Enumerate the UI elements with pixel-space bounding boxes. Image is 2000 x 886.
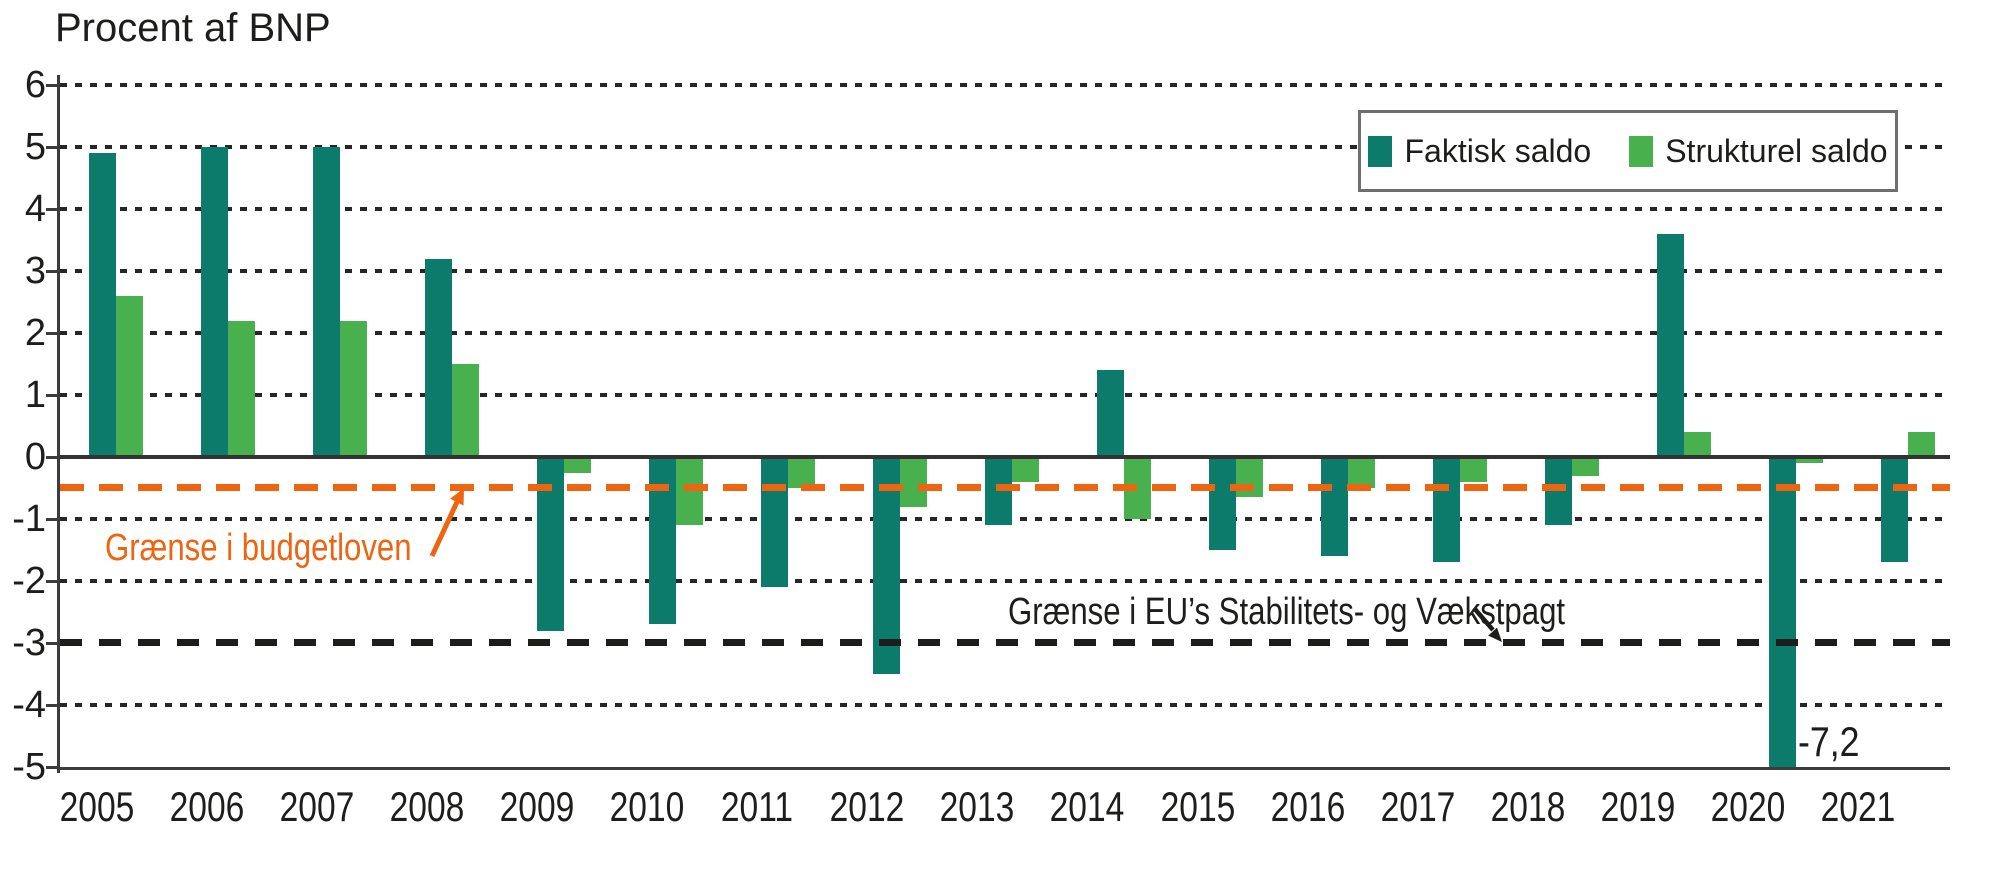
bar-2016-faktisk [1320, 457, 1348, 557]
x-tick-label-2016: 2016 [1270, 783, 1345, 830]
budget-limit-line [60, 484, 1950, 491]
plot-area [60, 75, 1950, 770]
x-tick-label-2007: 2007 [279, 783, 355, 830]
bar-2005-faktisk [88, 153, 116, 457]
bar-2006-faktisk [200, 147, 228, 457]
bar-2021-faktisk [1880, 457, 1908, 563]
y-tick-mark--4 [46, 703, 60, 707]
x-tick-label-2010: 2010 [609, 783, 685, 830]
bar-2011-faktisk [760, 457, 788, 588]
bar-2013-strukturel [1011, 457, 1039, 482]
y-tick-mark-1 [46, 393, 60, 397]
bar-2011-strukturel [787, 457, 815, 488]
y-tick-label--5: -5 [12, 746, 46, 788]
x-tick-label-2015: 2015 [1160, 783, 1235, 830]
zero-line [60, 455, 1950, 459]
x-tick-label-2014: 2014 [1050, 783, 1125, 830]
bar-2017-strukturel [1459, 457, 1487, 482]
bar-value-label-2020: -7,2 [1798, 718, 1860, 765]
x-tick-label-2008: 2008 [389, 783, 465, 830]
y-tick-label-3: 3 [24, 250, 46, 292]
y-tick-label-2: 2 [24, 312, 46, 354]
bar-2020-strukturel [1795, 457, 1823, 464]
y-tick-label--4: -4 [12, 684, 46, 726]
gridline-1 [60, 393, 1950, 397]
eu-limit-arrow-icon [1472, 606, 1502, 642]
gridline-3 [60, 269, 1950, 273]
gridline-6 [60, 83, 1950, 87]
legend-label-faktisk-saldo: Faktisk saldo [1404, 132, 1592, 169]
y-tick-label--3: -3 [12, 622, 46, 664]
gridline-2 [60, 331, 1950, 335]
budget-limit-arrow-icon [429, 488, 464, 558]
x-tick-label-2012: 2012 [829, 783, 905, 830]
y-tick-mark--5 [46, 765, 60, 769]
chart-title: Procent af BNP [55, 6, 331, 50]
x-tick-label-2017: 2017 [1380, 783, 1456, 830]
bar-2015-strukturel [1235, 457, 1263, 498]
y-tick-mark--3 [46, 641, 60, 645]
bar-2014-faktisk [1096, 370, 1124, 457]
y-axis-line [57, 75, 60, 773]
y-tick-label--1: -1 [12, 498, 46, 540]
bar-2021-strukturel [1907, 432, 1935, 457]
bar-2019-faktisk [1656, 233, 1684, 457]
x-axis-line [60, 767, 1950, 770]
y-tick-mark--2 [46, 579, 60, 583]
x-tick-label-2021: 2021 [1820, 783, 1896, 830]
y-tick-mark-2 [46, 331, 60, 335]
y-tick-label--2: -2 [12, 560, 46, 602]
legend: Faktisk saldo Strukturel saldo [1358, 110, 1898, 192]
bar-2010-faktisk [648, 457, 676, 625]
y-tick-mark--1 [46, 517, 60, 521]
bar-2019-strukturel [1683, 432, 1711, 457]
y-tick-mark-5 [46, 145, 60, 149]
y-tick-label-1: 1 [24, 374, 46, 416]
x-tick-label-2020: 2020 [1710, 783, 1786, 830]
gridline-4 [60, 207, 1950, 211]
y-tick-mark-0 [46, 455, 60, 459]
legend-swatch-faktisk-saldo [1368, 135, 1393, 167]
bar-2006-strukturel [227, 320, 255, 457]
bar-2005-strukturel [115, 295, 143, 457]
y-tick-mark-4 [46, 207, 60, 211]
x-tick-label-2019: 2019 [1600, 783, 1676, 830]
bar-2008-strukturel [451, 364, 479, 457]
y-tick-mark-3 [46, 269, 60, 273]
x-tick-label-2006: 2006 [169, 783, 244, 830]
bar-2016-strukturel [1347, 457, 1375, 488]
legend-swatch-strukturel-saldo [1629, 135, 1654, 167]
gridline--2 [60, 579, 1950, 583]
bar-2009-strukturel [563, 457, 591, 473]
eu-limit-line [60, 639, 1950, 646]
bar-2007-strukturel [339, 320, 367, 457]
bar-2020-faktisk [1768, 457, 1796, 770]
legend-label-strukturel-saldo: Strukturel saldo [1665, 132, 1888, 169]
gridline--4 [60, 703, 1950, 707]
bar-2015-faktisk [1208, 457, 1236, 550]
bar-2008-faktisk [424, 258, 452, 457]
y-tick-label-6: 6 [24, 64, 46, 106]
bar-2007-faktisk [312, 147, 340, 457]
bar-2010-strukturel [675, 457, 703, 526]
bar-2013-faktisk [984, 457, 1012, 526]
gridline-5 [60, 145, 1950, 149]
bar-2018-faktisk [1544, 457, 1572, 526]
bar-2018-strukturel [1571, 457, 1599, 476]
y-tick-label-5: 5 [24, 126, 46, 168]
budget-limit-label: Grænse i budgetloven [105, 527, 412, 569]
x-tick-label-2018: 2018 [1490, 783, 1566, 830]
y-tick-label-4: 4 [24, 188, 46, 230]
x-tick-label-2005: 2005 [59, 783, 134, 830]
eu-limit-label: Grænse i EU’s Stabilitets- og Vækstpagt [1008, 591, 1566, 633]
bar-2012-faktisk [872, 457, 900, 674]
bar-2017-faktisk [1432, 457, 1460, 563]
y-tick-mark-6 [46, 83, 60, 87]
x-tick-label-2009: 2009 [499, 783, 575, 830]
x-tick-label-2013: 2013 [939, 783, 1015, 830]
y-tick-label-0: 0 [24, 436, 46, 478]
x-tick-label-2011: 2011 [720, 783, 794, 830]
bar-2012-strukturel [899, 457, 927, 507]
